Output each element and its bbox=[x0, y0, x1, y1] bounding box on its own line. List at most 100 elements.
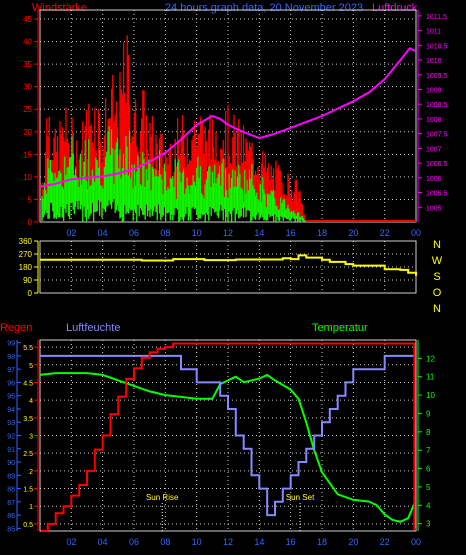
wind-x-tick-label: 06 bbox=[129, 228, 139, 238]
humidity-tick-label: 89 bbox=[7, 473, 15, 480]
wind-x-tick-label: 04 bbox=[98, 228, 108, 238]
direction-tick-label: 360 bbox=[19, 237, 33, 246]
temperature-tick-label: 7 bbox=[426, 446, 431, 455]
wind-x-tick-label: 20 bbox=[348, 228, 358, 238]
graph-date-title: 24 hours graph data, 20 November 2023 bbox=[165, 2, 363, 14]
temperature-tick-label: 3 bbox=[426, 520, 431, 529]
temperature-tick-label: 12 bbox=[426, 354, 435, 363]
temperature-tick-label: 9 bbox=[426, 409, 431, 418]
rain-tick-label: 1.5 bbox=[23, 487, 33, 494]
rain-y-axis: 0.5 1 1.5 2 2.5 3 3.5 4 4.5 5 5.5 bbox=[23, 340, 39, 531]
rain-x-tick-label: 02 bbox=[66, 537, 76, 547]
wind-tick-label: 35 bbox=[23, 60, 32, 69]
rain-grid bbox=[40, 340, 417, 531]
wind-tick-label: 20 bbox=[23, 128, 32, 137]
humidity-tick-label: 86 bbox=[7, 513, 15, 520]
rain-tick-label: 2.5 bbox=[23, 451, 33, 458]
pressure-tick-label: 1005 bbox=[426, 205, 442, 212]
rain-x-tick-label: 00 bbox=[411, 537, 421, 547]
direction-y-axis: 0 90 180 270 360 bbox=[19, 237, 39, 298]
rain-tick-label: 4.5 bbox=[23, 380, 33, 387]
rain-tick-label: 5.5 bbox=[23, 345, 33, 352]
wind-bars bbox=[41, 35, 416, 222]
rain-x-tick-label: 08 bbox=[160, 537, 170, 547]
humidity-tick-label: 87 bbox=[7, 500, 15, 507]
wind-x-tick-label: 08 bbox=[160, 228, 170, 238]
pressure-tick-label: 1010.5 bbox=[426, 43, 448, 50]
temperature-tick-label: 8 bbox=[426, 428, 431, 437]
rain-x-tick-label: 18 bbox=[317, 537, 327, 547]
wind-x-tick-label: 12 bbox=[223, 228, 233, 238]
humidity-tick-label: 97 bbox=[7, 367, 15, 374]
compass-label: S bbox=[433, 271, 440, 283]
wind-x-tick-label: 14 bbox=[254, 228, 264, 238]
humidity-tick-label: 94 bbox=[7, 407, 15, 414]
rain-x-tick-label: 20 bbox=[348, 537, 358, 547]
wind-x-tick-label: 18 bbox=[317, 228, 327, 238]
compass-label: W bbox=[432, 255, 443, 267]
rain-x-axis: 02 04 06 08 10 12 14 16 18 20 22 00 bbox=[66, 537, 421, 547]
humidity-tick-label: 88 bbox=[7, 487, 15, 494]
wind-x-tick-label: 00 bbox=[411, 228, 421, 238]
humidity-tick-label: 99 bbox=[7, 341, 15, 348]
rain-x-tick-label: 16 bbox=[286, 537, 296, 547]
temperature-axis-title: Temperatur bbox=[312, 322, 368, 334]
pressure-tick-label: 1008.5 bbox=[426, 102, 448, 109]
pressure-line bbox=[39, 47, 417, 188]
temperature-y-axis: 3 4 5 6 7 8 9 10 11 12 bbox=[417, 340, 435, 531]
sun-annotation-label: Sun Set bbox=[286, 493, 315, 502]
humidity-tick-label: 90 bbox=[7, 460, 15, 467]
pressure-tick-label: 1007 bbox=[426, 146, 442, 153]
rain-humidity-temperature-chart: Regen Luftfeuchte Temperatur Sun Rise Sun… bbox=[0, 322, 435, 547]
wind-tick-label: 25 bbox=[23, 105, 32, 114]
wind-tick-label: 40 bbox=[23, 38, 32, 47]
pressure-tick-label: 1010 bbox=[426, 58, 442, 65]
wind-x-tick-label: 16 bbox=[286, 228, 296, 238]
rain-tick-label: 2 bbox=[29, 469, 33, 476]
pressure-tick-label: 1007.5 bbox=[426, 132, 448, 139]
wind-tick-label: 30 bbox=[23, 83, 32, 92]
temperature-tick-label: 4 bbox=[426, 501, 431, 510]
wind-y-axis: 0 5 10 15 20 25 30 35 40 45 bbox=[23, 10, 39, 227]
pressure-tick-label: 1009 bbox=[426, 88, 442, 95]
humidity-tick-label: 95 bbox=[7, 394, 15, 401]
direction-tick-label: 90 bbox=[23, 276, 32, 285]
compass-label: N bbox=[433, 303, 441, 315]
rain-tick-label: 5 bbox=[29, 363, 33, 370]
wind-axis-title: Windstärke bbox=[32, 2, 87, 14]
humidity-line bbox=[40, 354, 416, 517]
humidity-y-axis: 85 86 87 88 89 90 91 92 93 94 95 96 97 98 99 bbox=[7, 340, 21, 533]
wind-x-axis: 02 04 06 08 10 12 14 16 18 20 22 00 bbox=[66, 228, 421, 238]
pressure-tick-label: 1008 bbox=[426, 117, 442, 124]
pressure-axis-title: Luftdruck bbox=[372, 2, 418, 14]
wind-tick-label: 15 bbox=[23, 150, 32, 159]
wind-x-tick-label: 10 bbox=[192, 228, 202, 238]
rain-axis-title: Regen bbox=[0, 322, 32, 334]
direction-tick-label: 270 bbox=[19, 250, 33, 259]
humidity-tick-label: 93 bbox=[7, 420, 15, 427]
direction-tick-label: 0 bbox=[28, 289, 33, 298]
rain-x-tick-label: 12 bbox=[223, 537, 233, 547]
pressure-tick-label: 1006.5 bbox=[426, 161, 448, 168]
direction-line bbox=[40, 254, 417, 276]
temperature-line bbox=[39, 372, 417, 523]
direction-tick-label: 180 bbox=[19, 263, 33, 272]
compass-label: N bbox=[433, 239, 441, 251]
sun-annotations: Sun Rise Sun Set bbox=[146, 493, 315, 531]
rain-x-tick-label: 06 bbox=[129, 537, 139, 547]
rain-tick-label: 1 bbox=[29, 504, 33, 511]
rain-x-tick-label: 04 bbox=[98, 537, 108, 547]
rain-tick-label: 4 bbox=[29, 398, 33, 405]
wind-tick-label: 45 bbox=[23, 15, 32, 24]
pressure-tick-label: 1011.5 bbox=[426, 14, 447, 21]
wind-x-tick-label: 02 bbox=[66, 228, 76, 238]
sun-annotation-label: Sun Rise bbox=[146, 493, 179, 502]
rain-tick-label: 3.5 bbox=[23, 416, 33, 423]
humidity-axis-title: Luftfeuchte bbox=[66, 322, 120, 334]
humidity-tick-label: 91 bbox=[7, 447, 15, 454]
wind-tick-label: 10 bbox=[23, 173, 32, 182]
